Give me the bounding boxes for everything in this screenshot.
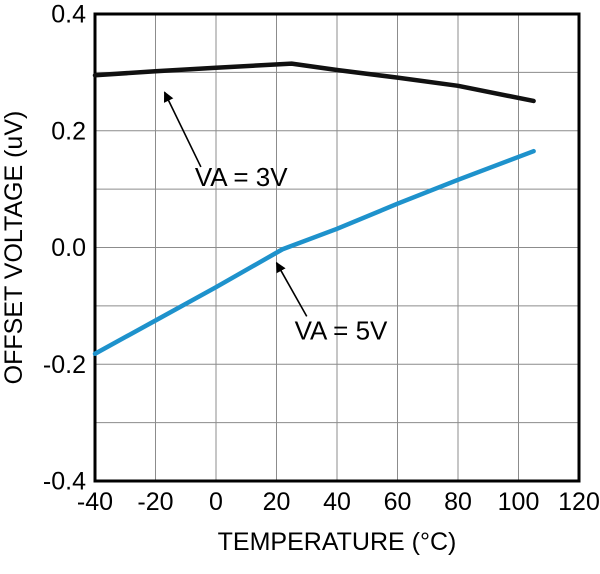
annotation-arrow xyxy=(163,91,202,168)
annotation-label: VA = 5V xyxy=(295,316,388,346)
x-tick-label: 20 xyxy=(263,488,291,516)
series-line-va-5v xyxy=(92,148,536,356)
y-tick-label: -0.2 xyxy=(43,351,86,379)
x-tick-label: 80 xyxy=(444,488,472,516)
annotation-arrow xyxy=(275,261,308,317)
y-axis-label: OFFSET VOLTAGE (uV) xyxy=(0,111,28,385)
x-axis-label: TEMPERATURE (°C) xyxy=(218,528,457,556)
series-line-va-3v xyxy=(92,61,536,104)
x-tick-label: -40 xyxy=(77,488,113,516)
x-tick-label: 120 xyxy=(558,488,600,516)
y-tick-label: 0.2 xyxy=(51,117,86,145)
x-tick-label: -20 xyxy=(137,488,173,516)
y-tick-label: 0.0 xyxy=(51,234,86,262)
annotation-label: VA = 3V xyxy=(195,162,288,192)
y-tick-label: -0.4 xyxy=(43,468,86,496)
y-tick-label: 0.4 xyxy=(51,1,86,29)
x-tick-label: 100 xyxy=(498,488,540,516)
plot-border xyxy=(93,12,581,483)
x-tick-label: 0 xyxy=(209,488,223,516)
x-tick-label: 40 xyxy=(323,488,351,516)
x-tick-label: 60 xyxy=(384,488,412,516)
